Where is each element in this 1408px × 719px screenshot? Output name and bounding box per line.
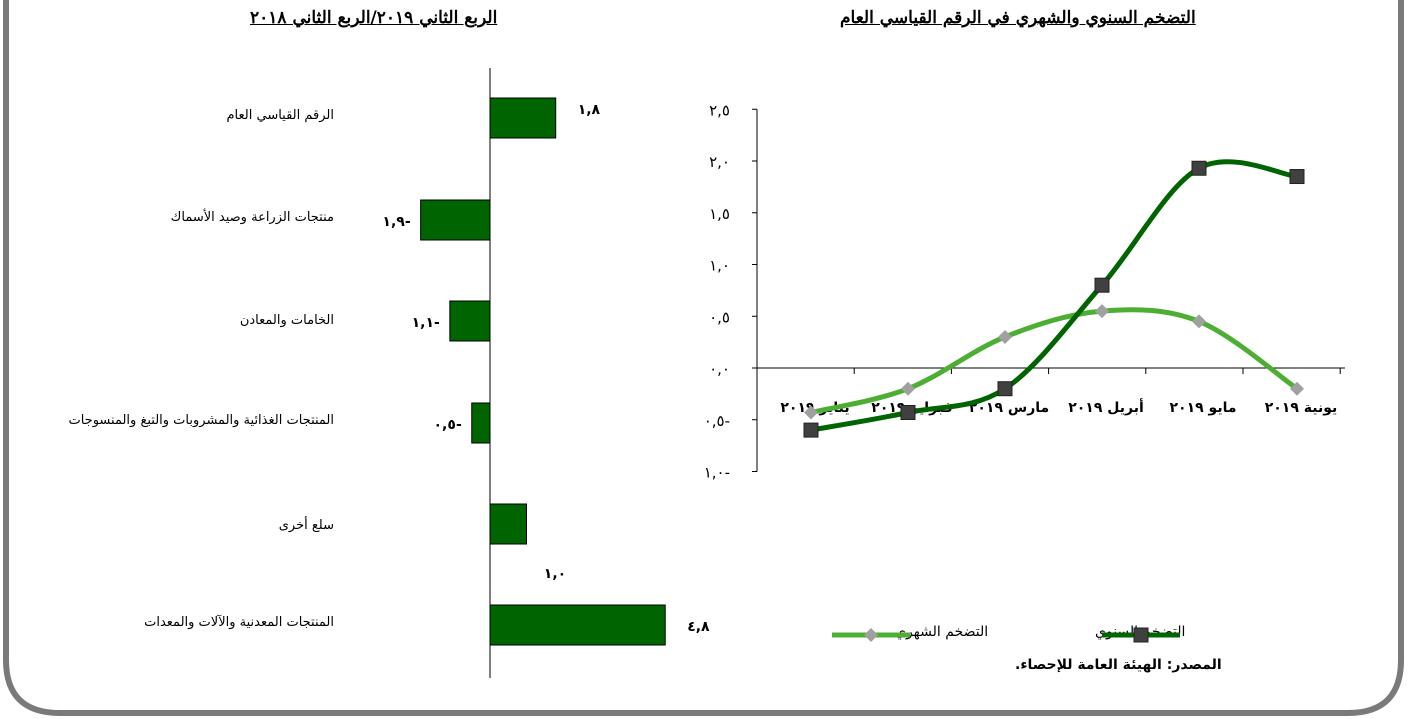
legend-monthly-swatch	[832, 628, 910, 642]
x-tick-label: يناير ٢٠١٩	[780, 400, 849, 416]
bar	[420, 199, 491, 241]
point-monthly	[804, 405, 818, 420]
bar	[489, 604, 666, 646]
point-monthly	[1192, 314, 1206, 329]
point-monthly	[998, 329, 1012, 344]
bar-value-label: ٤,٨	[687, 619, 710, 635]
bar-category-label: المنتجات الغذائية والمشروبات والتبغ والم…	[68, 413, 334, 428]
point-annual	[1191, 160, 1207, 176]
line-chart-title: التضخم السنوي والشهري في الرقم القياسي ا…	[840, 8, 1196, 28]
legend-monthly-label: التضخم الشهري	[895, 624, 989, 640]
bar-value-label: ١,١-	[412, 315, 440, 331]
legend-annual-swatch	[1102, 627, 1180, 643]
bar	[489, 503, 527, 545]
bar	[489, 97, 557, 139]
point-annual	[900, 405, 916, 421]
y-tick-label: ١,٠-	[704, 464, 730, 482]
y-tick-label: ٢,٠	[709, 153, 730, 171]
y-tick-label: ٢,٥	[709, 101, 730, 119]
bar-category-label: سلع أخرى	[278, 518, 334, 533]
bar	[471, 402, 491, 444]
bar	[449, 300, 491, 342]
point-annual	[1094, 277, 1110, 293]
bar-category-label: المنتجات المعدنية والآلات والمعدات	[144, 615, 334, 630]
series-line-monthly	[810, 307, 1299, 415]
bar-value-label: ٠,٥-	[434, 417, 462, 433]
y-tick-label: ١,٠	[709, 257, 730, 275]
bar-category-label: منتجات الزراعة وصيد الأسماك	[170, 210, 334, 225]
y-tick-label: ٠,٠	[709, 360, 730, 378]
legend-monthly: التضخم الشهري	[895, 624, 988, 640]
y-tick-label: ٠,٥-	[704, 412, 730, 430]
bar-chart-title: الربع الثاني ٢٠١٩/الربع الثاني ٢٠١٨	[250, 8, 498, 28]
y-tick-label: ٠,٥	[709, 308, 730, 326]
point-annual	[997, 381, 1013, 397]
point-monthly	[1290, 381, 1304, 396]
y-tick-label: ١,٥	[709, 205, 730, 223]
source-note: المصدر: الهيئة العامة للإحصاء.	[1015, 657, 1222, 673]
series-line-annual	[810, 159, 1298, 433]
x-tick-label: يونية ٢٠١٩	[1265, 400, 1338, 416]
point-monthly	[901, 381, 915, 396]
x-tick-label: مايو ٢٠١٩	[1169, 400, 1236, 416]
point-annual	[1289, 169, 1305, 185]
bar-value-label: ١,٩-	[382, 214, 410, 230]
point-monthly	[1095, 304, 1109, 319]
point-annual	[803, 422, 819, 438]
bar-value-label: ١,٠	[544, 566, 566, 582]
bar-category-label: الرقم القياسي العام	[226, 108, 335, 123]
x-tick-label: مارس ٢٠١٩	[969, 400, 1049, 416]
bar-category-label: الخامات والمعادن	[239, 313, 334, 328]
bar-value-label: ١,٨	[578, 102, 601, 118]
x-tick-label: أبريل ٢٠١٩	[1068, 398, 1144, 416]
